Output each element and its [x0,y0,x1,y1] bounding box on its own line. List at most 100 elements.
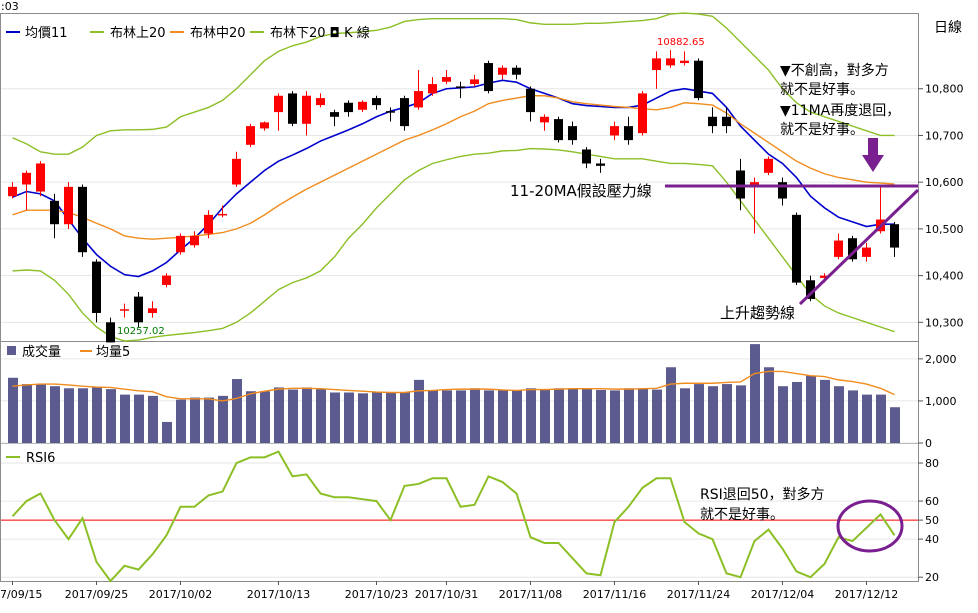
candle-body [554,119,563,141]
candle-body [708,116,717,127]
candle-body [372,98,381,106]
x-tick-label: 2017/12/12 [835,588,898,601]
rsi-note-line-1: RSI退回50，對多方 [700,486,825,503]
rsi-y-tick-label: 20 [925,571,939,584]
volume-bar [722,384,732,443]
volume-bar [78,388,88,443]
price-y-tick-label: 10,800 [925,83,964,96]
resistance-label: 11-20MA假設壓力線 [510,182,652,200]
volume-bar [162,421,172,443]
candle-body [680,60,689,64]
candle-body [624,126,633,141]
rsi-note-line-2: 就不是好事。 [700,507,784,523]
candle-body [890,224,899,248]
volume-bar [344,392,354,443]
candle-body [834,240,843,257]
candle-body [540,116,549,123]
rsi-y-tick-label: 50 [925,514,939,527]
price-y-tick-label: 10,400 [925,270,964,283]
volume-bar [148,395,158,443]
volume-y-tick-label: 2,000 [925,353,957,366]
price-layer [8,12,899,343]
volume-bar [260,391,270,443]
volume-bar [246,391,256,443]
series-line-布林中20 [12,95,895,240]
candle-body [36,163,45,192]
period-label: 日線 [934,20,962,36]
volume-ma5-line [12,370,895,402]
candle-body [288,93,297,124]
volume-bar [414,379,424,443]
volume-layer [8,344,900,443]
volume-bar [218,395,228,443]
candle-body [596,163,605,166]
candle-body [92,261,101,313]
volume-bar [204,397,214,443]
candle-body [302,95,311,124]
candle-body [358,101,367,110]
volume-bar [316,389,326,443]
volume-y-tick-label: 1,000 [925,395,957,408]
candle-body [428,84,437,94]
candle-body [414,91,423,108]
candle-body [8,186,17,197]
candle-body [120,309,129,311]
note-2-line-1: ▼11MA再度退回， [780,103,900,119]
x-tick-label: 2017/10/13 [247,588,310,601]
candle-body [666,58,675,66]
x-tick-label: 7/09/15 [0,588,42,601]
candle-body [64,186,73,225]
volume-bar [708,386,718,443]
volume-bar [400,392,410,443]
volume-bar [358,393,368,443]
volume-bar [498,390,508,443]
legend-volume-label: 成交量 [22,344,61,360]
legend-vol-ma5-label: 均量5 [96,345,130,360]
volume-bar [190,397,200,443]
volume-bar [890,407,900,443]
candle-body [638,93,647,134]
legend-bb-mid-label: 布林中20 [190,26,246,41]
candle-body [106,322,115,343]
volume-bar [666,367,676,443]
candle-body [316,98,325,106]
volume-bar [428,390,438,443]
candle-body [176,235,185,253]
volume-bar [624,388,634,443]
volume-bar [64,388,74,443]
volume-bar [694,384,704,443]
candle-body [470,79,479,85]
volume-bar [456,390,466,443]
volume-bar [176,399,186,443]
x-tick-label: 2017/11/08 [499,588,562,601]
x-tick-label: 2017/11/24 [667,588,730,601]
candle-body [610,126,619,136]
volume-bar [386,392,396,443]
candle-body [512,67,521,75]
axis-layer: 10,300 10,400 10,500 10,600 10,700 10,800 0 1,0… [0,83,964,601]
volume-y-tick-label: 0 [925,437,932,450]
price-y-tick-label: 10,700 [925,129,964,142]
volume-bar [736,385,746,443]
candle-body [722,116,731,127]
volume-bar [540,389,550,443]
rsi-highlight-circle [836,499,904,553]
legend-main: 均價11 布林上20 布林中20 布林下20 ◘ K 線 [6,25,370,41]
high-price-label: 10882.65 [657,37,705,48]
candle-body [162,275,171,285]
volume-bar [274,387,284,443]
candle-body [652,58,661,71]
volume-bar [568,388,578,443]
volume-bar [792,381,802,443]
series-line-布林上20 [12,12,895,155]
volume-bar [848,390,858,443]
candle-body [134,296,143,323]
volume-bar [582,388,592,443]
volume-bar [8,377,18,443]
down-arrow-icon [862,138,884,172]
rsi6-line [11,450,896,583]
volume-bar [288,389,298,443]
volume-bar [750,344,760,443]
series-line-布林下20 [12,147,895,342]
